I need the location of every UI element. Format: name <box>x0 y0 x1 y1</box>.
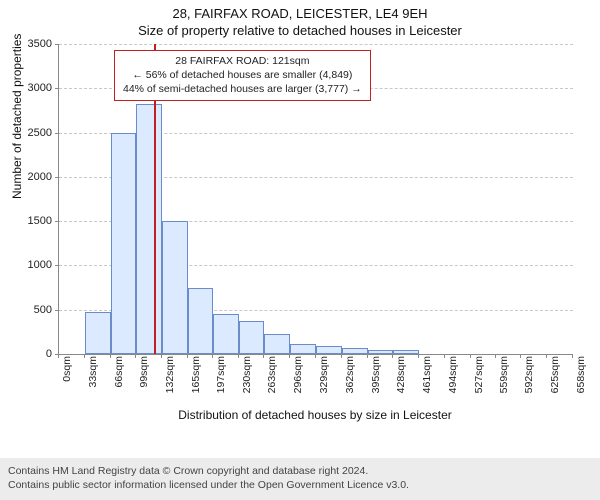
xtick-label: 0sqm <box>61 356 73 406</box>
xtick-mark <box>495 354 496 358</box>
property-info-box: 28 FAIRFAX ROAD: 121sqm← 56% of detached… <box>114 50 371 101</box>
xtick-label: 428sqm <box>395 356 407 406</box>
info-box-line: 28 FAIRFAX ROAD: 121sqm <box>123 54 362 68</box>
histogram-bar <box>136 104 162 354</box>
xtick-mark <box>84 354 85 358</box>
xtick-label: 296sqm <box>292 356 304 406</box>
ytick-mark <box>55 133 59 134</box>
footer-line-2: Contains public sector information licen… <box>8 478 592 492</box>
xtick-mark <box>187 354 188 358</box>
xtick-mark <box>263 354 264 358</box>
xtick-mark <box>444 354 445 358</box>
ytick-label: 3000 <box>12 82 52 94</box>
info-box-line: ← 56% of detached houses are smaller (4,… <box>123 68 362 82</box>
xtick-label: 494sqm <box>447 356 459 406</box>
ytick-mark <box>55 265 59 266</box>
xtick-mark <box>470 354 471 358</box>
xtick-mark <box>212 354 213 358</box>
histogram-bar <box>342 348 368 354</box>
gridline <box>59 44 573 45</box>
histogram-bar <box>393 350 419 354</box>
ytick-label: 1500 <box>12 215 52 227</box>
xtick-label: 592sqm <box>523 356 535 406</box>
xtick-label: 329sqm <box>318 356 330 406</box>
footer-line-1: Contains HM Land Registry data © Crown c… <box>8 464 592 478</box>
xtick-mark <box>520 354 521 358</box>
xtick-label: 461sqm <box>421 356 433 406</box>
histogram-bar <box>188 288 213 354</box>
ytick-label: 2500 <box>12 127 52 139</box>
histogram-bar <box>290 344 316 354</box>
histogram-bar <box>85 312 111 355</box>
xtick-mark <box>110 354 111 358</box>
ytick-mark <box>55 221 59 222</box>
ytick-label: 1000 <box>12 259 52 271</box>
histogram-bar <box>316 346 342 354</box>
histogram-bar <box>264 334 290 354</box>
xtick-mark <box>418 354 419 358</box>
ytick-label: 2000 <box>12 171 52 183</box>
xtick-mark <box>341 354 342 358</box>
xtick-label: 263sqm <box>266 356 278 406</box>
xtick-mark <box>367 354 368 358</box>
xtick-mark <box>238 354 239 358</box>
xtick-mark <box>289 354 290 358</box>
ytick-label: 500 <box>12 304 52 316</box>
ytick-mark <box>55 310 59 311</box>
xtick-label: 395sqm <box>370 356 382 406</box>
histogram-bar <box>162 221 188 354</box>
xtick-label: 658sqm <box>575 356 587 406</box>
page-title-subtitle: Size of property relative to detached ho… <box>0 23 600 38</box>
histogram-chart: Number of detached properties 28 FAIRFAX… <box>58 44 572 394</box>
xtick-label: 559sqm <box>498 356 510 406</box>
xtick-mark <box>58 354 59 358</box>
xtick-mark <box>546 354 547 358</box>
xtick-label: 99sqm <box>138 356 150 406</box>
xtick-label: 230sqm <box>241 356 253 406</box>
xtick-label: 132sqm <box>164 356 176 406</box>
histogram-bar <box>213 314 239 354</box>
ytick-label: 3500 <box>12 38 52 50</box>
xtick-label: 33sqm <box>87 356 99 406</box>
xtick-label: 527sqm <box>473 356 485 406</box>
ytick-label: 0 <box>12 348 52 360</box>
plot-region: 28 FAIRFAX ROAD: 121sqm← 56% of detached… <box>58 44 573 355</box>
footer-attribution: Contains HM Land Registry data © Crown c… <box>0 458 600 500</box>
xtick-label: 197sqm <box>215 356 227 406</box>
histogram-bar <box>239 321 265 354</box>
x-axis-title: Distribution of detached houses by size … <box>58 408 572 422</box>
xtick-mark <box>161 354 162 358</box>
xtick-label: 165sqm <box>190 356 202 406</box>
xtick-mark <box>135 354 136 358</box>
info-box-line: 44% of semi-detached houses are larger (… <box>123 82 362 96</box>
xtick-label: 362sqm <box>344 356 356 406</box>
ytick-mark <box>55 44 59 45</box>
ytick-mark <box>55 88 59 89</box>
xtick-label: 625sqm <box>549 356 561 406</box>
page-title-address: 28, FAIRFAX ROAD, LEICESTER, LE4 9EH <box>0 6 600 21</box>
xtick-mark <box>315 354 316 358</box>
xtick-mark <box>392 354 393 358</box>
xtick-label: 66sqm <box>113 356 125 406</box>
ytick-mark <box>55 177 59 178</box>
histogram-bar <box>368 350 394 354</box>
histogram-bar <box>111 133 137 354</box>
xtick-mark <box>572 354 573 358</box>
